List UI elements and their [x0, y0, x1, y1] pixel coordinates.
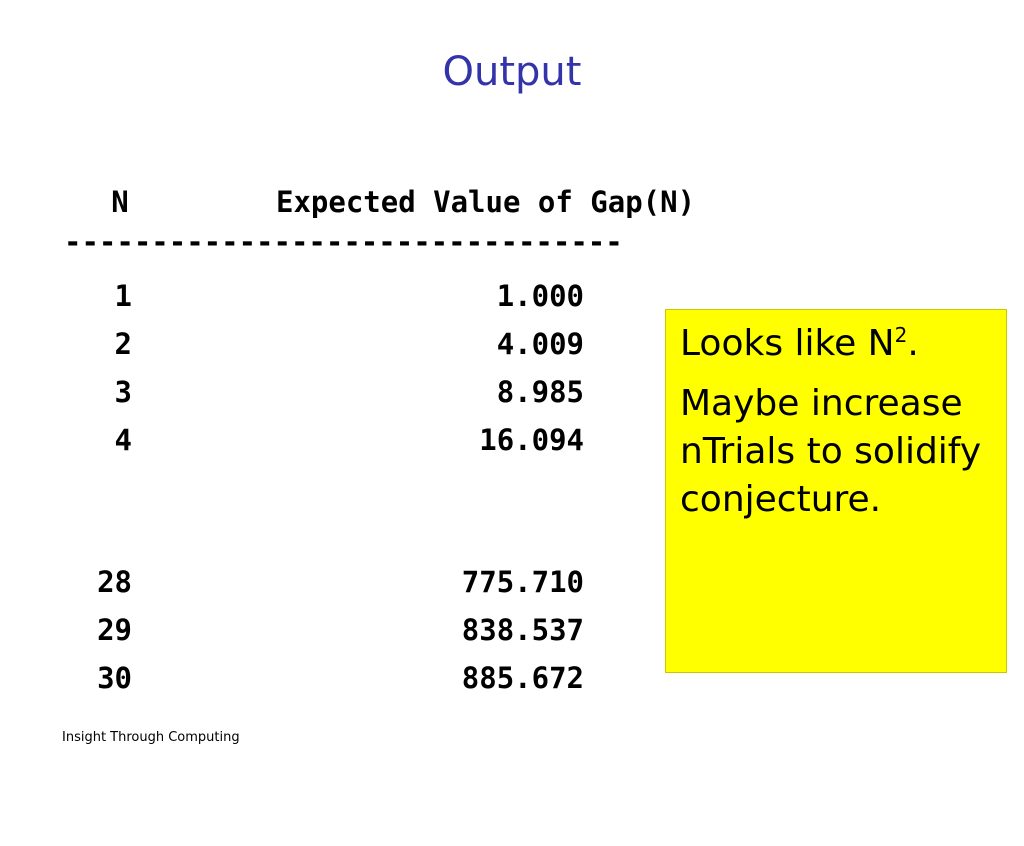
slide-footer: Insight Through Computing — [62, 730, 240, 745]
table-row: 3 8.985 — [0, 368, 600, 416]
row-value: 1.000 — [496, 279, 584, 313]
row-n: 3 — [114, 375, 132, 409]
row-n: 30 — [97, 661, 132, 695]
column-header-expected-value: Expected Value of Gap(N) — [276, 185, 696, 219]
row-value: 16.094 — [479, 423, 584, 457]
row-n: 4 — [114, 423, 132, 457]
table-separator: -------------------------------- — [64, 225, 623, 259]
row-value: 775.710 — [461, 565, 584, 599]
column-header-n: N — [111, 185, 129, 219]
note-superscript: 2 — [894, 323, 908, 347]
row-value: 8.985 — [496, 375, 584, 409]
slide-title: Output — [442, 49, 582, 95]
row-n: 28 — [97, 565, 132, 599]
table-row: 28 775.710 — [0, 558, 600, 606]
slide: Output N Expected Value of Gap(N) ------… — [0, 49, 1007, 745]
row-value: 4.009 — [496, 327, 584, 361]
row-n: 2 — [114, 327, 132, 361]
table-row: 4 16.094 — [0, 416, 600, 464]
table-row: 30 885.672 — [0, 654, 600, 702]
row-n: 29 — [97, 613, 132, 647]
note-line-1: Looks like N2. — [680, 323, 919, 364]
table-row: 29 838.537 — [0, 606, 600, 654]
row-value: 838.537 — [461, 613, 584, 647]
table-row: 1 1.000 — [0, 272, 600, 320]
table-row: 2 4.009 — [0, 320, 600, 368]
note-line-2: Maybe increase nTrials to solidify conje… — [680, 383, 982, 520]
row-value: 885.672 — [461, 661, 584, 695]
row-n: 1 — [114, 279, 132, 313]
callout-note: Looks like N2. Maybe increase nTrials to… — [665, 309, 1007, 673]
